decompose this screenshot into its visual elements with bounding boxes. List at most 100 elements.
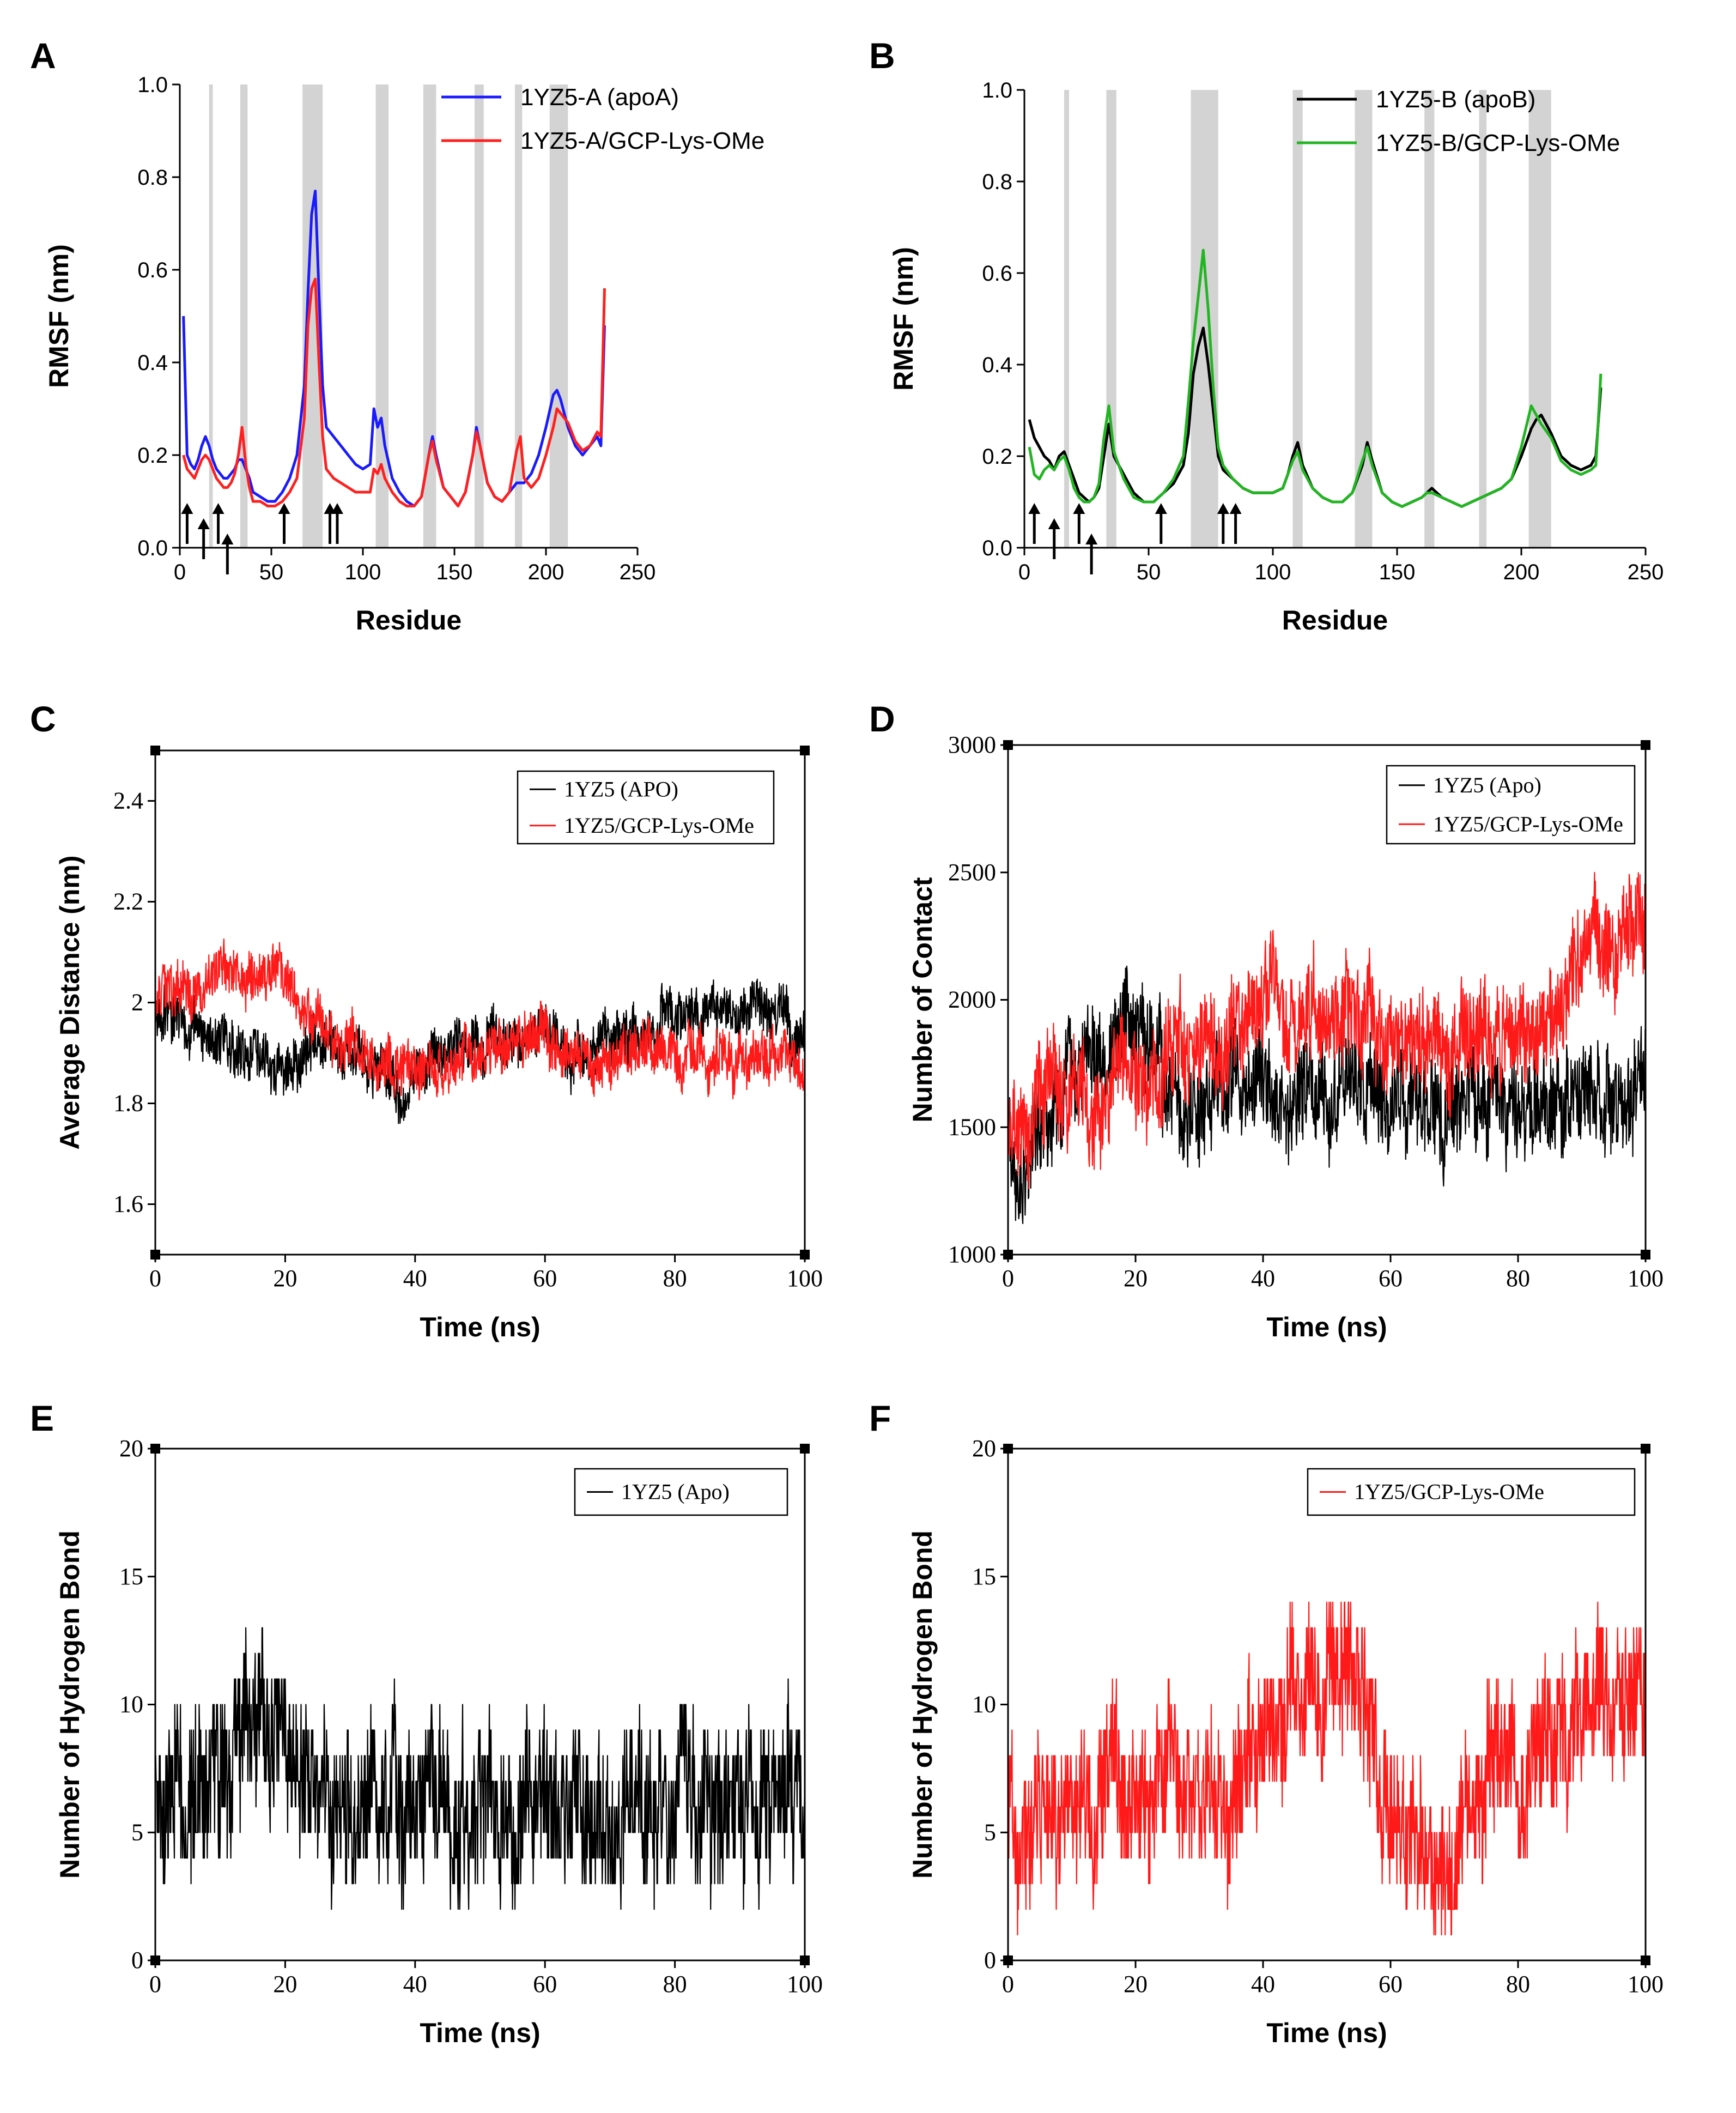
y-tick-label: 1000: [948, 1241, 996, 1268]
panel-letter: E: [30, 1398, 54, 1438]
y-tick-label: 1.0: [982, 78, 1012, 102]
x-tick-label: 80: [663, 1971, 687, 1997]
x-tick-label: 20: [273, 1265, 297, 1292]
legend-label: 1YZ5 (APO): [564, 777, 678, 801]
x-axis-title: Time (ns): [1266, 2018, 1387, 2048]
legend-label: 1YZ5 (Apo): [621, 1480, 730, 1504]
x-tick-label: 60: [1379, 1971, 1403, 1997]
x-axis-title: Time (ns): [1266, 1312, 1387, 1342]
legend-label: 1YZ5/GCP-Lys-OMe: [1433, 812, 1623, 836]
frame-corner-marker: [1641, 740, 1650, 750]
legend-label: 1YZ5/GCP-Lys-OMe: [564, 813, 754, 838]
panel-letter: B: [869, 35, 895, 76]
y-tick-label: 1500: [948, 1113, 996, 1140]
highlight-band: [375, 84, 389, 548]
residue-arrow-head: [1217, 503, 1229, 514]
y-tick-label: 2000: [948, 986, 996, 1013]
y-tick-label: 0.2: [982, 445, 1012, 469]
legend-label: 1YZ5-A (apoA): [520, 84, 679, 111]
y-tick-label: 15: [972, 1563, 996, 1590]
residue-arrow-head: [181, 503, 193, 514]
panel-letter: F: [869, 1398, 891, 1438]
y-tick-label: 20: [972, 1435, 996, 1462]
legend: 1YZ5 (Apo): [574, 1468, 788, 1516]
residue-arrow-head: [331, 503, 343, 514]
x-tick-label: 40: [403, 1971, 427, 1997]
x-tick-label: 100: [1628, 1971, 1664, 1997]
residue-arrow-head: [278, 503, 290, 514]
series-line-2: [1008, 871, 1646, 1189]
y-tick-label: 3000: [948, 731, 996, 758]
legend: 1YZ5/GCP-Lys-OMe: [1307, 1468, 1636, 1516]
x-tick-label: 20: [1124, 1971, 1148, 1997]
legend-label: 1YZ5-A/GCP-Lys-OMe: [520, 128, 764, 154]
y-tick-label: 0.4: [137, 351, 168, 375]
x-tick-label: 150: [1379, 560, 1416, 584]
x-axis-title: Residue: [356, 605, 462, 635]
residue-arrow-head: [1048, 518, 1060, 529]
y-axis-title: Number of Contact: [907, 877, 938, 1122]
y-tick-label: 0.0: [982, 536, 1012, 560]
y-tick-label: 0: [984, 1947, 996, 1973]
x-tick-label: 0: [174, 560, 186, 584]
x-tick-label: 20: [1124, 1265, 1148, 1292]
panel-d: D 0 20 40 60 80 100 1000 1500 2000 2500 3000 Time (n…: [869, 699, 1664, 1342]
panel-c: C 0 20 40 60 80 100 1.6 1.8 2 2.2 2.4 Time (ns) Avera…: [30, 699, 823, 1342]
x-tick-label: 250: [620, 560, 656, 584]
y-tick-label: 2: [131, 989, 143, 1016]
y-axis-title: RMSF (nm): [888, 247, 919, 391]
x-tick-label: 100: [1255, 560, 1291, 584]
highlight-band: [1106, 90, 1116, 548]
highlight-band: [209, 84, 213, 548]
legend-box: [1386, 765, 1636, 845]
highlight-band: [514, 84, 523, 548]
series-line-2: [182, 277, 606, 507]
panel-b: B 0 50 100 150 200 250 0.0 0.2 0.4 0.6 0.8 1.0 Residu…: [869, 35, 1664, 635]
x-tick-label: 100: [345, 560, 381, 584]
y-tick-label: 5: [984, 1819, 996, 1845]
frame-corner-marker: [800, 746, 810, 755]
x-tick-label: 150: [436, 560, 473, 584]
x-tick-label: 0: [1018, 560, 1030, 584]
residue-arrow-head: [212, 503, 224, 514]
x-tick-label: 50: [259, 560, 284, 584]
residue-arrow-head: [197, 518, 210, 529]
panel-letter: A: [30, 35, 56, 76]
highlight-band: [1424, 90, 1435, 548]
x-tick-label: 80: [663, 1265, 687, 1292]
series-line-1: [1008, 1601, 1646, 1936]
highlight-band: [1064, 90, 1070, 548]
residue-arrow-head: [1155, 503, 1167, 514]
x-tick-label: 20: [273, 1971, 297, 1997]
legend-label: 1YZ5/GCP-Lys-OMe: [1354, 1480, 1544, 1504]
legend-label: 1YZ5-B/GCP-Lys-OMe: [1376, 130, 1620, 156]
y-tick-label: 1.0: [137, 73, 168, 97]
x-axis-title: Time (ns): [420, 2018, 540, 2048]
highlight-band: [549, 84, 568, 548]
x-tick-label: 80: [1506, 1971, 1530, 1997]
x-tick-label: 200: [1503, 560, 1540, 584]
panel-letter: D: [869, 699, 895, 739]
y-tick-label: 2.2: [113, 888, 143, 915]
panel-f: F 0 20 40 60 80 100 0 5 10 15 20 Time (ns) Number of …: [869, 1398, 1664, 2048]
y-axis-title: Number of Hydrogen Bond: [907, 1530, 938, 1879]
y-tick-label: 0.2: [137, 444, 168, 468]
y-tick-label: 0.0: [137, 536, 168, 560]
y-tick-label: 2500: [948, 859, 996, 886]
residue-arrow-head: [1229, 503, 1242, 514]
highlight-band: [1479, 90, 1487, 548]
y-tick-label: 10: [972, 1691, 996, 1718]
y-axis-title: Number of Hydrogen Bond: [54, 1530, 85, 1879]
series-line-2: [1028, 249, 1603, 508]
y-tick-label: 1.6: [113, 1191, 143, 1218]
series-line-2: [155, 938, 805, 1101]
legend-box: [1307, 1468, 1636, 1516]
legend-label: 1YZ5-B (apoB): [1376, 86, 1535, 113]
x-tick-label: 200: [528, 560, 564, 584]
legend: 1YZ5-A (apoA) 1YZ5-A/GCP-Lys-OMe: [441, 84, 764, 154]
panel-a: A 0 50 100 150 200 250 0.0 0.2 0.4 0.6 0.8 1.0 Residu…: [30, 35, 764, 635]
legend: 1YZ5 (APO) 1YZ5/GCP-Lys-OMe: [517, 770, 775, 845]
x-tick-label: 40: [1251, 1971, 1275, 1997]
x-tick-label: 0: [149, 1971, 161, 1997]
